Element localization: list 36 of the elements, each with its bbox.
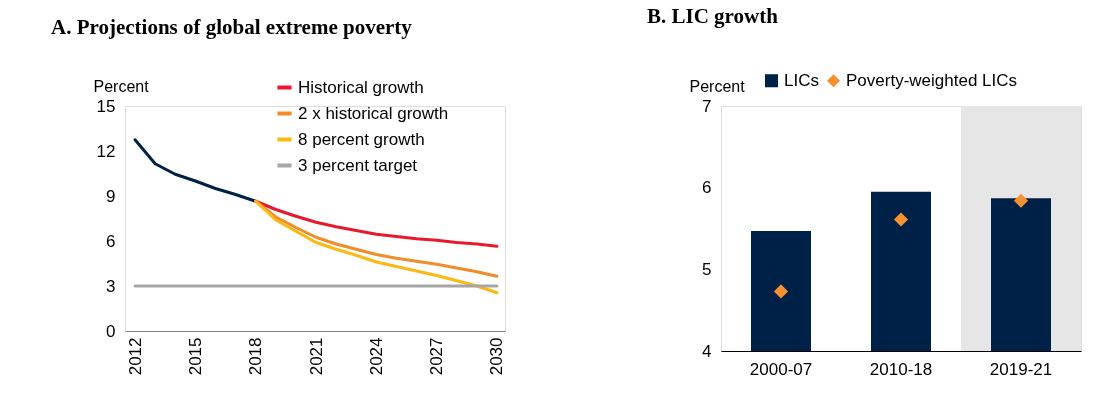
legend-label: 8 percent growth bbox=[298, 129, 425, 149]
y-tick-label: 3 bbox=[106, 276, 116, 296]
x-tick-label: 2010-18 bbox=[869, 359, 933, 379]
x-tick-label: 2024 bbox=[366, 337, 386, 376]
y-axis-title: Percent bbox=[689, 77, 746, 95]
legend-label: 2 x historical growth bbox=[298, 103, 449, 123]
x-tick-label: 2000-07 bbox=[749, 359, 813, 379]
line-series bbox=[254, 199, 499, 248]
y-tick-label: 9 bbox=[106, 186, 116, 206]
y-tick-label: 5 bbox=[702, 259, 712, 279]
x-tick-label: 2012 bbox=[125, 337, 145, 376]
line-series bbox=[133, 138, 258, 203]
x-tick-label: 2019-21 bbox=[989, 359, 1053, 379]
y-tick-label: 4 bbox=[702, 341, 712, 361]
legend-label: 3 percent target bbox=[298, 155, 418, 175]
x-tick-label: 2021 bbox=[306, 337, 326, 376]
y-tick-label: 6 bbox=[106, 231, 116, 251]
point bbox=[773, 284, 789, 299]
legend-label: Poverty-weighted LICs bbox=[846, 70, 1018, 90]
y-tick-label: 12 bbox=[96, 141, 116, 161]
y-tick-label: 7 bbox=[702, 96, 712, 116]
y-tick-label: 0 bbox=[106, 321, 116, 341]
chart-title: B. LIC growth bbox=[647, 4, 779, 28]
x-tick-label: 2030 bbox=[487, 337, 507, 376]
y-axis-title: Percent bbox=[93, 77, 150, 95]
point bbox=[893, 212, 909, 227]
legend-label: Historical growth bbox=[298, 77, 424, 97]
x-tick-label: 2027 bbox=[427, 337, 447, 376]
x-tick-label: 2018 bbox=[246, 337, 266, 376]
point bbox=[1013, 193, 1029, 208]
x-tick-label: 2015 bbox=[185, 337, 205, 376]
line-series bbox=[254, 199, 499, 295]
y-tick-label: 15 bbox=[96, 96, 116, 116]
legend-label: LICs bbox=[784, 70, 819, 90]
chart-title: A. Projections of global extreme poverty bbox=[51, 15, 413, 39]
y-tick-label: 6 bbox=[702, 178, 712, 198]
